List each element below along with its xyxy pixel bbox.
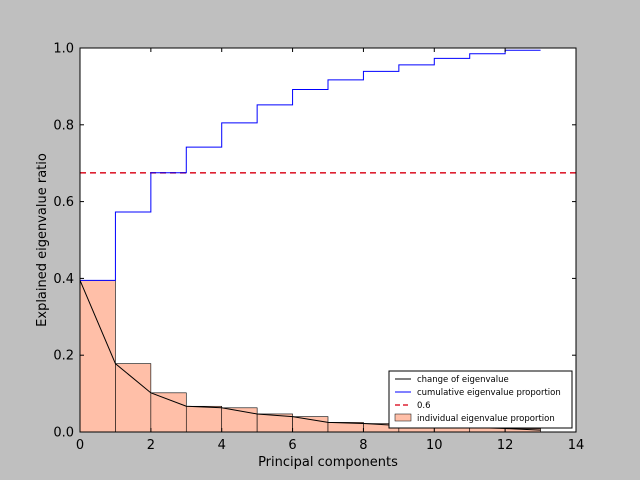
bar-6 (292, 416, 329, 433)
y-tick-label-4: 0.8 (53, 118, 74, 133)
x-tick-label-6: 12 (497, 438, 514, 453)
y-tick-label-2: 0.4 (53, 272, 74, 287)
bar-0 (79, 280, 116, 433)
legend-change-label: change of eigenvalue (417, 375, 509, 385)
legend-box (388, 370, 573, 429)
plot-area (80, 48, 576, 432)
y-axis-label: Explained eigenvalue ratio (35, 153, 50, 327)
bars-layer (79, 280, 541, 433)
x-tick-label-0: 0 (76, 438, 84, 453)
ticks-layer: 0 2 4 6 8 10 12 14 0.0 0.2 0.4 0.6 0.8 1.0 (53, 42, 584, 454)
legend-bar-swatch (394, 413, 412, 422)
legend-cumulative-label: cumulative eigenvalue proportion (417, 388, 561, 398)
legend-bar-label: individual eigenvalue proportion (417, 414, 555, 424)
x-tick-label-3: 6 (288, 438, 296, 453)
x-tick-label-4: 8 (359, 438, 367, 453)
bar-2 (150, 392, 187, 433)
y-tick-label-5: 1.0 (53, 42, 74, 57)
x-tick-label-1: 2 (147, 438, 155, 453)
bar-3 (185, 405, 223, 433)
legend: change of eigenvalue cumulative eigenval… (388, 370, 573, 429)
legend-threshold-label: 0.6 (417, 401, 431, 411)
y-tick-label-0: 0.0 (53, 426, 74, 441)
x-axis-label: Principal components (258, 455, 398, 470)
x-tick-label-7: 14 (568, 438, 585, 453)
x-tick-label-2: 4 (218, 438, 226, 453)
y-tick-label-1: 0.2 (53, 349, 74, 364)
y-tick-label-3: 0.6 (53, 195, 74, 210)
bar-1 (115, 363, 152, 433)
x-tick-label-5: 10 (426, 438, 443, 453)
cumulative-step-line (80, 49, 541, 281)
plot-frame (79, 47, 577, 433)
bar-4 (221, 407, 258, 433)
